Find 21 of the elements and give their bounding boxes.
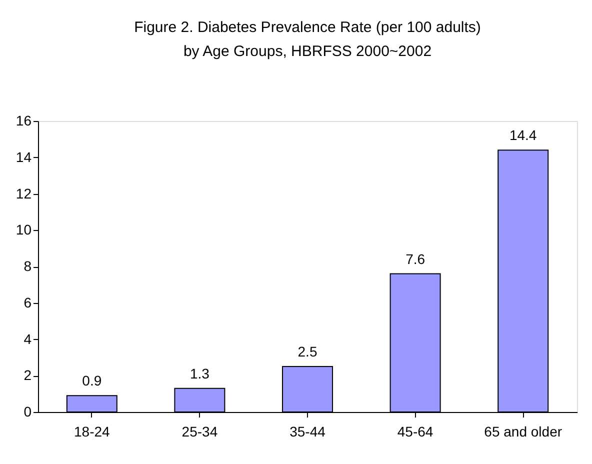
data-label: 7.6 xyxy=(406,250,426,267)
x-tick-label: 25-34 xyxy=(182,424,218,440)
y-tick-label: 12 xyxy=(16,185,32,202)
data-label: 1.3 xyxy=(190,365,210,382)
y-tick-label: 14 xyxy=(16,148,32,165)
y-tick-label: 4 xyxy=(24,330,32,347)
y-tick-label: 16 xyxy=(16,112,32,128)
x-tick-label: 45-64 xyxy=(397,424,434,440)
x-tick-label: 65 and older xyxy=(484,424,562,440)
y-tick-label: 2 xyxy=(24,367,32,384)
y-tick-label: 10 xyxy=(16,222,32,238)
y-tick-label: 0 xyxy=(24,404,32,420)
data-label: 2.5 xyxy=(298,344,318,360)
y-tick-label: 6 xyxy=(24,294,32,310)
text: by Age Groups, HBRFSS 2000~2002 xyxy=(183,43,432,60)
y-tick-label: 8 xyxy=(24,258,32,274)
text: Figure 2. Diabetes Prevalence Rate (per 100 adults) xyxy=(134,19,481,36)
data-label: 14.4 xyxy=(509,127,537,144)
x-tick-label: 18-24 xyxy=(74,424,110,440)
data-label: 0.9 xyxy=(82,372,102,389)
x-tick-label: 35-44 xyxy=(290,424,326,440)
